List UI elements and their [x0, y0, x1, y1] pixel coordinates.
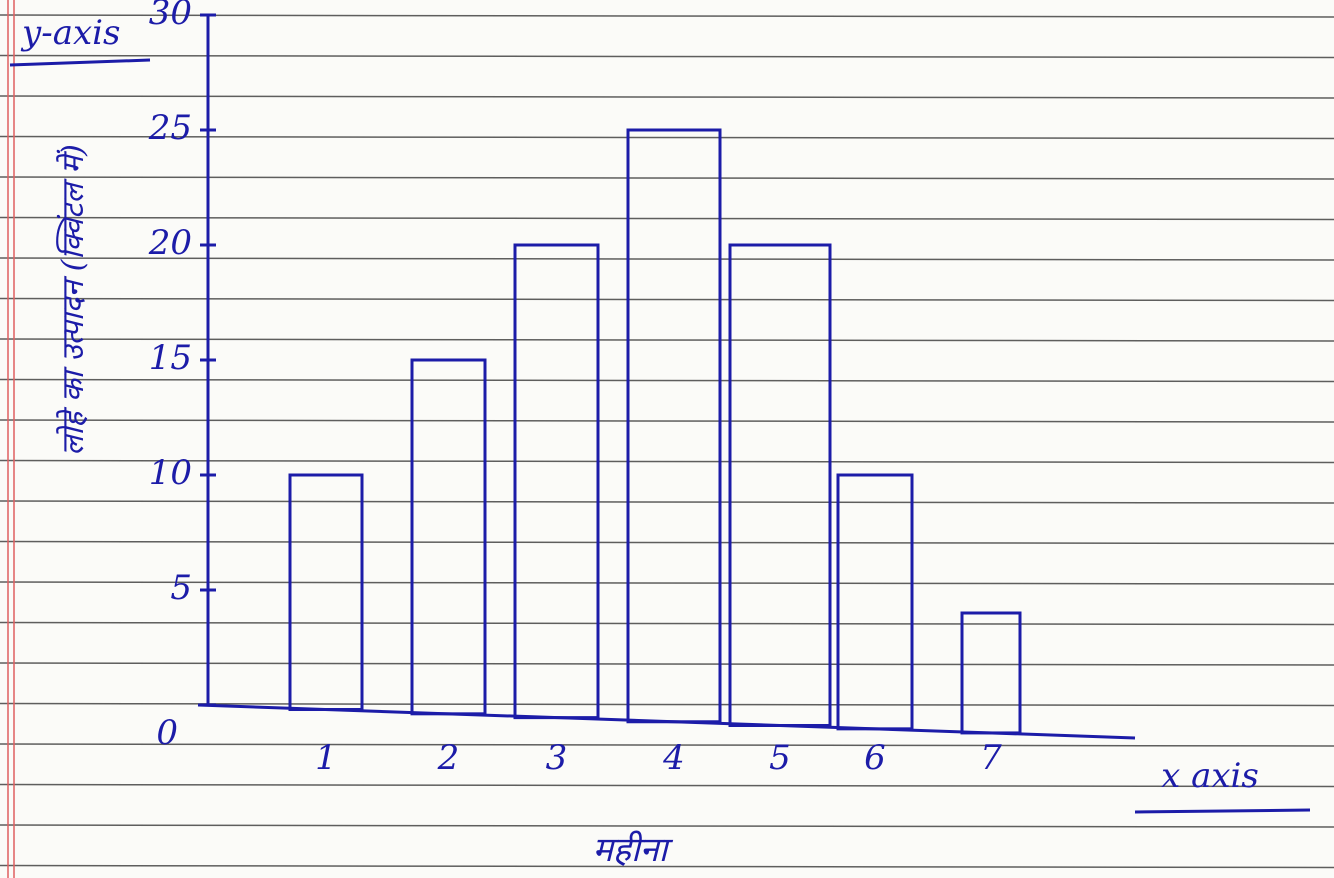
ruled-line [0, 380, 1334, 382]
y-axis-label: लोहे का उत्पादन (क्विंटल में) [56, 144, 91, 456]
x-axis-label: महीना [593, 830, 674, 870]
ruled-line [0, 258, 1334, 260]
chart: y-axis लोहे का उत्पादन (क्विंटल में) x a… [0, 0, 1334, 878]
ruled-line [0, 582, 1334, 584]
bar [962, 613, 1020, 733]
y-tick-label: 15 [149, 338, 192, 378]
y-tick-label: 10 [149, 453, 192, 493]
x-tick-label: 2 [437, 738, 460, 778]
x-tick-label: 4 [662, 738, 685, 778]
ruled-line [0, 299, 1334, 301]
underline [1135, 810, 1310, 812]
x-tick-label: 5 [769, 738, 791, 778]
bar [290, 475, 362, 710]
ruled-line [0, 96, 1334, 98]
ruled-line [0, 825, 1334, 827]
ruled-line [0, 623, 1334, 625]
ruled-line [0, 501, 1334, 503]
x-tick-label: 6 [864, 738, 886, 778]
y-tick-label: 5 [170, 568, 192, 608]
ruled-line [0, 542, 1334, 544]
y-tick-label: 20 [148, 223, 192, 263]
bar [412, 360, 485, 714]
y-axis-name: y-axis [20, 13, 120, 53]
bar [838, 475, 912, 729]
ruled-line [0, 218, 1334, 220]
y-tick-label: 25 [148, 108, 192, 148]
x-tick-label: 3 [546, 738, 568, 778]
ruled-line [0, 420, 1334, 422]
bar [730, 245, 830, 725]
ruled-line [0, 663, 1334, 665]
ruled-line [0, 339, 1334, 341]
ruled-line [0, 137, 1334, 139]
x-tick-label: 7 [980, 738, 1002, 778]
ruled-line [0, 461, 1334, 463]
bar [515, 245, 598, 718]
ruled-line [0, 785, 1334, 787]
y-tick-label: 30 [149, 0, 192, 33]
y-tick-label: 0 [156, 713, 178, 753]
x-tick-label: 1 [315, 738, 337, 778]
ruled-line [0, 56, 1334, 58]
underline [10, 60, 150, 65]
ruled-line [0, 177, 1334, 179]
x-axis-name: x axis [1161, 756, 1259, 796]
